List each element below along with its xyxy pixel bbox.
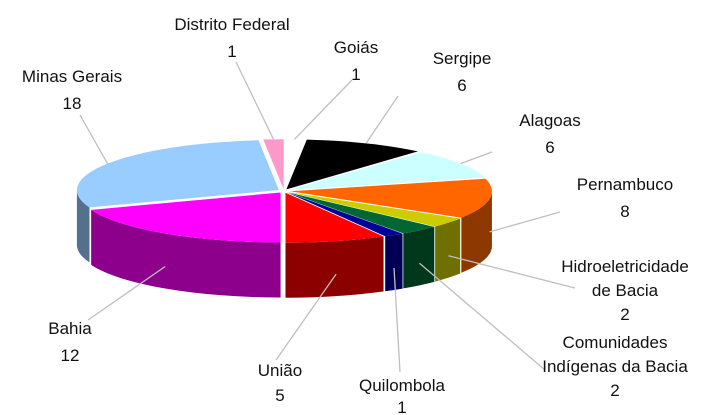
slice-alagoas (289, 152, 485, 191)
label-alagoas-name: Alagoas (519, 111, 580, 130)
slice-side-pernambuco (461, 191, 492, 273)
label-goias-value: 1 (351, 65, 360, 84)
label-comunidades-line1: Comunidades (563, 333, 668, 352)
slice-bahia (91, 192, 281, 243)
label-bahia-name: Bahia (48, 319, 92, 338)
pie-tops (76, 139, 492, 243)
leader-uniao (275, 273, 337, 361)
label-pernambuco-name: Pernambuco (577, 175, 673, 194)
label-sergipe-value: 6 (457, 76, 466, 95)
slice-side-minas-gerais (76, 190, 90, 263)
label-hidroeletricidade-line2: de Bacia (592, 281, 659, 300)
slice-sergipe (286, 139, 418, 190)
slice-side-uniao (285, 236, 384, 298)
slice-side-quilombola (385, 233, 403, 292)
leader-alagoas (460, 151, 493, 165)
label-hidroeletricidade-line1: Hidroeletricidade (561, 257, 689, 276)
label-comunidades-line2: Indígenas da Bacia (542, 357, 688, 376)
slice-uniao (285, 192, 384, 243)
label-bahia-value: 12 (61, 346, 80, 365)
slice-quilombola (287, 192, 403, 237)
label-minas-gerais-name: Minas Gerais (22, 67, 122, 86)
pie-sides (76, 190, 492, 298)
label-uniao-name: União (258, 361, 302, 380)
slice-pernambuco (289, 178, 492, 218)
label-distrito-federal-value: 1 (227, 42, 236, 61)
label-uniao-value: 5 (275, 386, 284, 405)
leader-sergipe (365, 95, 399, 144)
label-minas-gerais-value: 18 (63, 94, 82, 113)
slice-side-hidroeletricidade-de-bacia (435, 218, 461, 282)
leader-quilombola (393, 267, 401, 373)
slice-goias (284, 139, 305, 190)
label-alagoas-value: 6 (545, 138, 554, 157)
leader-comunidades-indigenas-da-bacia (419, 262, 546, 371)
leader-distrito-federal (235, 61, 275, 140)
leader-goias (294, 79, 353, 140)
label-hidroeletricidade-value: 2 (620, 305, 629, 324)
label-goias-name: Goiás (334, 38, 378, 57)
leader-hidroeletricidade-de-bacia (448, 255, 576, 289)
label-distrito-federal-name: Distrito Federal (174, 15, 289, 34)
leader-bahia (87, 265, 166, 321)
slice-comunidades-indigenas-da-bacia (287, 192, 435, 234)
leader-pernambuco (489, 211, 561, 233)
label-pernambuco-value: 8 (620, 202, 629, 221)
label-quilombola-value: 1 (397, 398, 406, 415)
label-sergipe-name: Sergipe (433, 49, 492, 68)
label-quilombola-name: Quilombola (359, 376, 446, 395)
slice-side-bahia (91, 209, 281, 298)
slice-hidroeletricidade-de-bacia (288, 192, 461, 227)
slice-distrito-federal (263, 139, 284, 190)
slice-minas-gerais (76, 140, 279, 208)
slice-side-comunidades-indigenas-da-bacia (403, 226, 435, 289)
label-comunidades-value: 2 (610, 381, 619, 400)
leader-minas-gerais (79, 114, 109, 164)
data-labels: Goiás 1 Sergipe 6 Alagoas 6 Pernambuco 8… (22, 15, 689, 415)
leader-lines (79, 61, 576, 373)
